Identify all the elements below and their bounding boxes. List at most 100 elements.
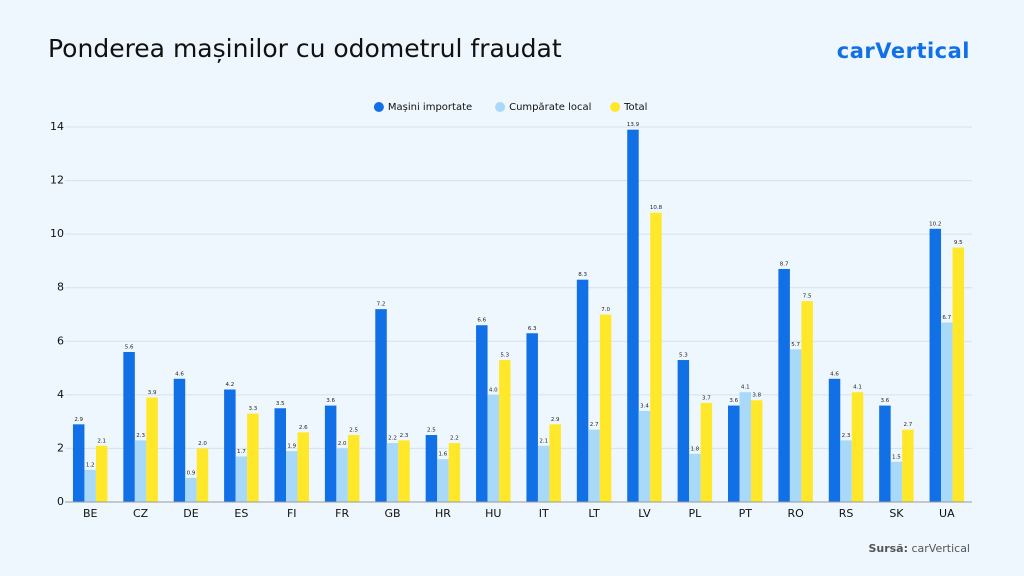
y-tick-label: 14 (50, 120, 64, 133)
bar (224, 389, 236, 502)
x-tick-label: HR (435, 507, 451, 520)
bar (828, 378, 841, 502)
x-tick-label: HU (485, 507, 501, 520)
bar (425, 435, 438, 502)
bar (778, 268, 790, 502)
bar (274, 408, 286, 502)
y-tick-label: 2 (57, 441, 64, 454)
bar (941, 322, 953, 502)
bar (448, 443, 461, 502)
data-label: 3.3 (248, 406, 257, 412)
data-label: 6.3 (528, 326, 537, 332)
bar (751, 400, 763, 502)
bar (677, 360, 690, 502)
data-label: 1.2 (86, 462, 95, 468)
bar (286, 451, 298, 502)
x-tick-label: PT (739, 507, 753, 520)
data-label: 2.7 (904, 422, 913, 428)
data-label: 4.2 (225, 382, 234, 388)
data-label: 3.8 (752, 393, 761, 399)
data-label: 2.3 (136, 433, 145, 439)
bar (952, 247, 965, 502)
y-tick-label: 10 (50, 227, 64, 240)
y-tick-label: 0 (57, 495, 64, 508)
chart-title: Ponderea mașinilor cu odometrul fraudat (48, 34, 562, 63)
bar (84, 469, 96, 502)
bar (599, 314, 612, 502)
bar (123, 352, 135, 502)
bar (72, 424, 85, 502)
data-label: 6.7 (942, 315, 951, 321)
bar (638, 410, 651, 502)
x-tick-label: DE (183, 507, 198, 520)
data-label: 1.8 (690, 446, 699, 452)
data-label: 13.9 (627, 122, 640, 128)
data-label: 1.5 (892, 454, 901, 460)
bar (526, 333, 538, 502)
x-tick-label: CZ (133, 507, 149, 520)
bar (789, 349, 802, 502)
data-label: 5.3 (679, 353, 688, 359)
x-tick-label: PL (688, 507, 702, 520)
x-tick-label: FR (335, 507, 349, 520)
data-label: 1.6 (439, 452, 448, 458)
y-tick-label: 8 (57, 281, 64, 294)
data-label: 2.7 (590, 422, 599, 428)
bar (173, 378, 186, 502)
bar (840, 440, 852, 502)
data-label: 3.5 (276, 401, 285, 407)
source: Sursă: carVertical (868, 542, 970, 555)
legend-label: Cumpărate local (509, 102, 591, 113)
legend-swatch (610, 102, 621, 112)
y-tick-label: 4 (57, 388, 64, 401)
x-tick-label: UA (939, 507, 955, 520)
bar (588, 429, 600, 502)
data-label: 10.8 (650, 205, 663, 211)
legend-swatch (495, 102, 506, 112)
data-label: 4.1 (741, 385, 750, 391)
data-label: 3.6 (326, 398, 335, 404)
x-tick-label: LT (588, 507, 600, 520)
bar (879, 405, 891, 502)
x-tick-label: LV (638, 507, 651, 520)
bar (476, 325, 488, 502)
data-label: 2.3 (400, 433, 409, 439)
bar (739, 392, 751, 502)
bar (890, 461, 903, 502)
bar (627, 129, 639, 502)
data-label: 2.9 (551, 417, 560, 423)
bar (398, 440, 410, 502)
bar (336, 448, 348, 502)
data-label: 3.6 (881, 398, 890, 404)
data-label: 3.7 (702, 395, 711, 401)
bar (386, 443, 399, 502)
data-label: 9.5 (954, 240, 963, 246)
data-label: 1.7 (237, 449, 246, 455)
legend-label: Total (623, 102, 647, 113)
bar (375, 309, 387, 502)
data-label: 8.7 (780, 261, 789, 267)
x-tick-label: BE (83, 507, 98, 520)
logo: carVertical (837, 39, 970, 63)
bar (549, 424, 561, 502)
data-label: 5.6 (125, 345, 134, 351)
bar (134, 440, 147, 502)
data-label: 6.6 (477, 318, 486, 324)
data-label: 7.0 (601, 307, 610, 313)
bar (902, 429, 914, 502)
y-tick-label: 6 (57, 334, 64, 347)
bar (297, 432, 309, 502)
data-label: 2.6 (299, 425, 308, 431)
data-label: 2.0 (198, 441, 207, 447)
bar (185, 477, 197, 502)
data-label: 2.1 (539, 438, 548, 444)
data-label: 2.2 (388, 436, 397, 442)
data-label: 5.3 (500, 353, 509, 359)
bar (689, 453, 701, 502)
bar (650, 212, 662, 502)
data-label: 7.5 (803, 294, 812, 300)
bar (95, 445, 108, 502)
x-tick-label: GB (384, 507, 400, 520)
bar (929, 228, 942, 503)
